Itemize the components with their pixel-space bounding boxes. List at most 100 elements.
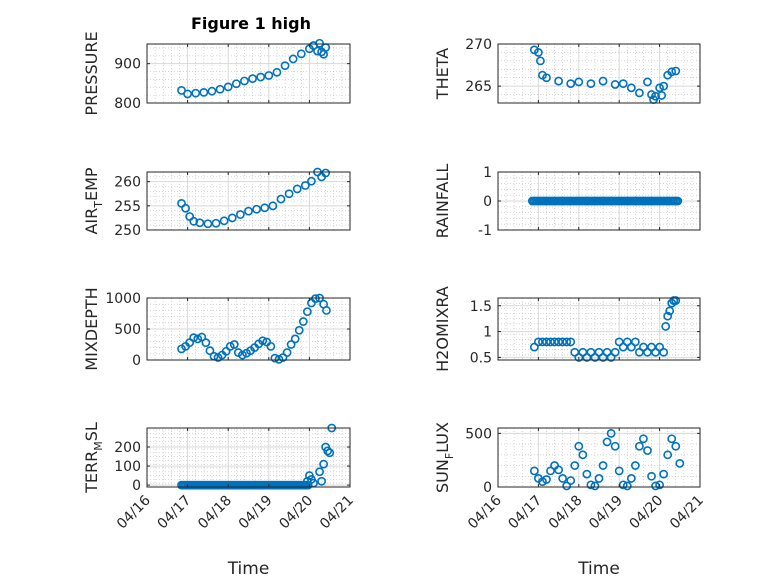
data-point xyxy=(260,203,270,213)
data-point xyxy=(586,79,596,89)
data-point xyxy=(610,441,620,451)
y-tick-label: 200 xyxy=(114,440,141,456)
y-axis-label: THETA xyxy=(433,48,452,100)
data-point xyxy=(622,481,632,491)
y-tick-label: 100 xyxy=(114,459,141,475)
data-point xyxy=(574,441,584,451)
data-point xyxy=(562,481,572,491)
data-point xyxy=(307,176,316,186)
data-point xyxy=(284,189,294,199)
data-point xyxy=(667,434,677,444)
data-point xyxy=(671,66,681,76)
data-point xyxy=(639,434,648,444)
subplot-grid: 800 900 PRESSURE 265 270 THETA 250 255 260 AIRTEM… xyxy=(82,31,707,579)
data-point xyxy=(282,348,292,357)
data-point xyxy=(272,67,282,77)
data-point xyxy=(550,337,559,347)
data-point xyxy=(315,38,324,48)
data-point xyxy=(655,480,664,490)
data-point xyxy=(566,337,576,347)
data-point xyxy=(663,311,673,321)
data-point xyxy=(229,340,239,349)
data-point xyxy=(189,333,199,343)
y-tick-label: 265 xyxy=(465,79,492,95)
axes-box xyxy=(146,171,351,231)
data-point xyxy=(321,168,331,178)
axes-box xyxy=(146,427,351,488)
axes-box xyxy=(497,297,701,361)
data-point xyxy=(274,354,284,364)
data-point xyxy=(590,481,600,491)
y-tick-label: 1.5 xyxy=(470,299,492,315)
data-point xyxy=(618,79,628,89)
data-point xyxy=(300,181,310,190)
y-tick-label: 270 xyxy=(465,37,492,53)
data-point xyxy=(566,476,576,485)
data-point xyxy=(659,469,669,479)
data-point xyxy=(317,476,326,486)
subplot-h2omixra: 0.5 1 1.5 H2OMIXRA xyxy=(433,286,701,372)
y-tick-label: 1000 xyxy=(105,291,141,307)
data-point xyxy=(675,458,685,468)
data-point xyxy=(323,446,333,456)
data-point xyxy=(256,72,266,82)
y-tick-label: 260 xyxy=(114,175,141,191)
data-point xyxy=(659,81,669,91)
data-point xyxy=(207,86,217,96)
y-axis-label: H2OMIXRA xyxy=(433,286,452,372)
y-axis-label: RAINFALL xyxy=(433,164,452,239)
y-tick-label: 0 xyxy=(483,194,492,210)
data-point xyxy=(542,475,551,484)
data-point xyxy=(586,480,596,490)
y-tick-label: 0.5 xyxy=(470,350,492,366)
data-point xyxy=(225,341,235,351)
data-point xyxy=(578,450,588,460)
data-point xyxy=(546,337,555,347)
axes-box xyxy=(146,43,351,104)
data-point xyxy=(647,90,656,99)
data-point xyxy=(598,76,608,86)
data-point xyxy=(635,441,644,451)
data-point xyxy=(665,306,675,316)
data-point xyxy=(558,337,568,347)
data-point xyxy=(227,213,237,223)
data-point xyxy=(610,347,620,357)
data-point xyxy=(298,317,308,326)
data-point xyxy=(195,218,205,228)
data-point xyxy=(546,466,555,476)
y-axis-label: MIXDEPTH xyxy=(82,287,101,370)
data-point xyxy=(673,196,683,206)
data-point xyxy=(276,194,286,204)
data-point xyxy=(181,203,190,213)
figure-title: Figure 1 high xyxy=(191,14,311,33)
data-point xyxy=(315,467,324,477)
data-point xyxy=(292,184,302,194)
y-tick-label: 1 xyxy=(483,325,492,341)
y-tick-label: 250 xyxy=(114,223,141,239)
data-point xyxy=(199,87,209,97)
data-point xyxy=(542,337,551,347)
data-point xyxy=(542,73,551,83)
data-point xyxy=(264,71,274,80)
data-point xyxy=(630,461,640,470)
y-axis-label: SUNFLUX xyxy=(433,422,456,493)
data-point xyxy=(193,334,203,344)
data-point xyxy=(643,446,652,455)
data-point xyxy=(663,450,673,460)
data-point xyxy=(534,48,543,57)
data-point xyxy=(296,49,306,59)
data-point xyxy=(238,350,247,360)
data-point xyxy=(630,337,640,347)
y-tick-label: -1 xyxy=(478,223,492,239)
data-point xyxy=(201,338,211,348)
data-point xyxy=(258,336,268,346)
subplot-rainfall: -1 0 1 RAINFALL xyxy=(433,164,701,239)
data-point xyxy=(191,88,201,98)
data-point xyxy=(205,346,215,356)
subplot-air-temp: 250 255 260 AIRTEMP xyxy=(82,167,351,239)
data-point xyxy=(655,83,664,93)
y-tick-label: 1 xyxy=(483,165,492,181)
data-point xyxy=(659,347,669,357)
